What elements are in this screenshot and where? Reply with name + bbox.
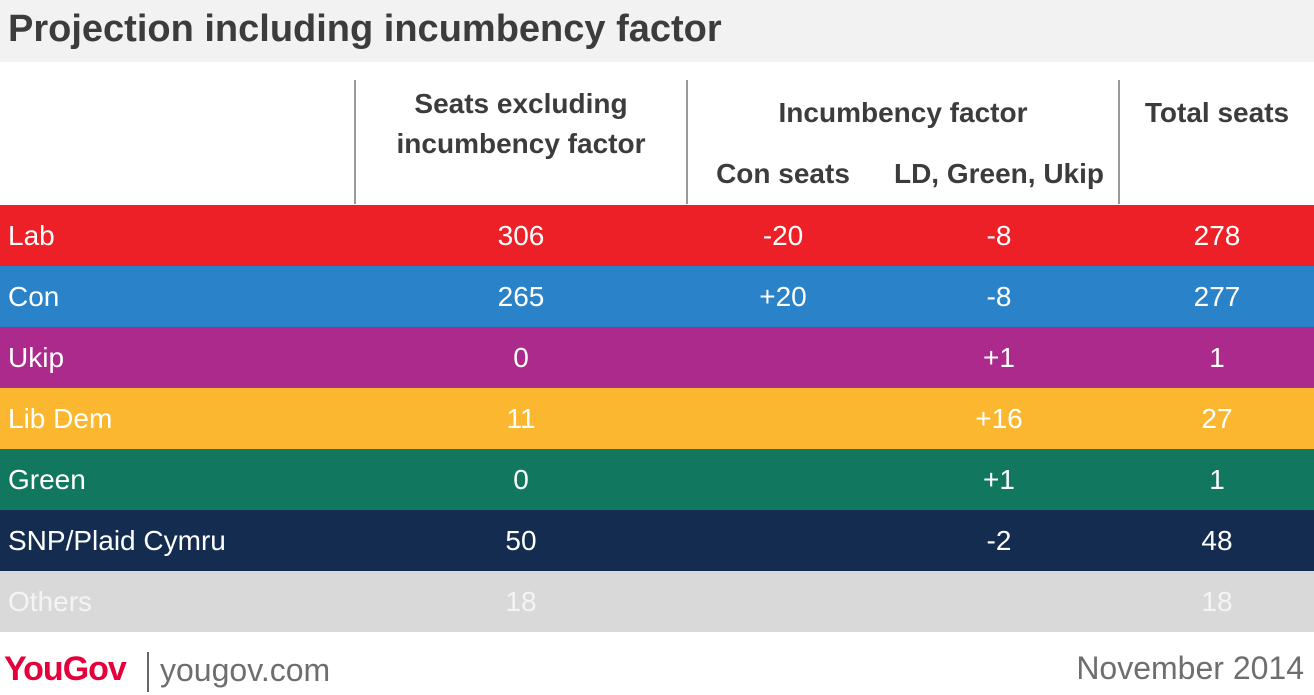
cell-total: 1 bbox=[1209, 464, 1225, 495]
cell-con-seats bbox=[688, 571, 878, 632]
footer-divider bbox=[147, 652, 149, 692]
header-seats-excl-line1: Seats excluding bbox=[414, 88, 628, 119]
cell-con-seats: +20 bbox=[759, 281, 807, 312]
cell-seats-excl: 265 bbox=[497, 281, 545, 312]
cell-ld-green-ukip: +1 bbox=[983, 464, 1015, 495]
cell-ld-green-ukip: +16 bbox=[975, 403, 1023, 434]
party-label: Green bbox=[8, 464, 86, 495]
chart-title: Projection including incumbency factor bbox=[8, 8, 722, 50]
party-label: Con bbox=[8, 281, 60, 312]
header-divider-1 bbox=[354, 80, 356, 204]
cell-total: 27 bbox=[1201, 403, 1233, 434]
party-label: Ukip bbox=[8, 342, 65, 373]
cell-total: 277 bbox=[1193, 281, 1241, 312]
cell-seats-excl: 50 bbox=[505, 525, 537, 556]
party-label: Lib Dem bbox=[8, 403, 113, 434]
cell-ld-green-ukip: -8 bbox=[986, 220, 1012, 251]
cell-seats-excl: 0 bbox=[513, 342, 529, 373]
header-con-seats: Con seats bbox=[716, 158, 850, 189]
footer-site: yougov.com bbox=[160, 652, 331, 688]
cell-ld-green-ukip: +1 bbox=[983, 342, 1015, 373]
cell-total: 1 bbox=[1209, 342, 1225, 373]
header-total: Total seats bbox=[1144, 97, 1290, 128]
header-ld-green-ukip: LD, Green, Ukip bbox=[893, 158, 1105, 189]
cell-total: 278 bbox=[1193, 220, 1241, 251]
cell-con-seats: -20 bbox=[762, 220, 804, 251]
header-divider-3 bbox=[1118, 80, 1120, 204]
cell-con-seats bbox=[688, 510, 878, 571]
table-row: Lib Dem 11 +16 27 bbox=[0, 388, 1314, 449]
table-row: Others 18 18 bbox=[0, 571, 1314, 632]
table-row: Con 265 +20 -8 277 bbox=[0, 266, 1314, 327]
table-row: Green 0 +1 1 bbox=[0, 449, 1314, 510]
footer-date: November 2014 bbox=[1076, 650, 1304, 686]
cell-seats-excl: 18 bbox=[505, 586, 537, 617]
party-label: SNP/Plaid Cymru bbox=[8, 525, 226, 556]
header-divider-2 bbox=[686, 80, 688, 204]
cell-ld-green-ukip: -8 bbox=[986, 281, 1012, 312]
party-label: Lab bbox=[8, 220, 55, 251]
yougov-logo: YouGov bbox=[4, 650, 127, 688]
cell-con-seats bbox=[688, 388, 878, 449]
cell-con-seats bbox=[688, 327, 878, 388]
cell-ld-green-ukip bbox=[880, 571, 1118, 632]
header-seats-excl: Seats excluding incumbency factor bbox=[356, 84, 686, 164]
party-label: Others bbox=[8, 586, 93, 617]
header-seats-excl-line2: incumbency factor bbox=[396, 128, 646, 159]
cell-seats-excl: 11 bbox=[506, 403, 536, 434]
cell-seats-excl: 0 bbox=[513, 464, 529, 495]
cell-ld-green-ukip: -2 bbox=[986, 525, 1012, 556]
cell-total: 48 bbox=[1201, 525, 1233, 556]
table-row: SNP/Plaid Cymru 50 -2 48 bbox=[0, 510, 1314, 571]
table-row: Ukip 0 +1 1 bbox=[0, 327, 1314, 388]
title-bar: Projection including incumbency factor bbox=[0, 0, 1314, 62]
table-row: Lab 306 -20 -8 278 bbox=[0, 205, 1314, 266]
cell-con-seats bbox=[688, 449, 878, 510]
cell-total: 18 bbox=[1201, 586, 1233, 617]
cell-seats-excl: 306 bbox=[497, 220, 545, 251]
header-incumbency: Incumbency factor bbox=[778, 97, 1028, 128]
